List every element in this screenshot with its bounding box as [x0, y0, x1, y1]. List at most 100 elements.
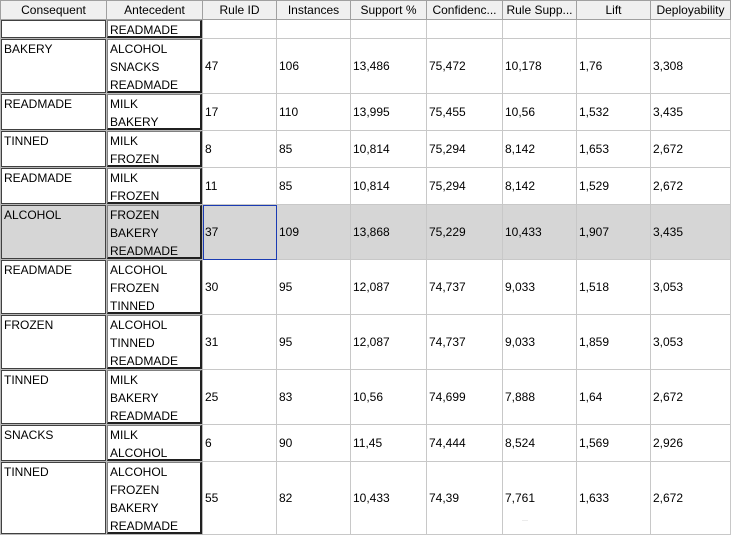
deployability-cell[interactable]: 3,053	[650, 259, 731, 315]
antecedent-cell[interactable]: ALCOHOL SNACKS READMADE	[106, 38, 203, 94]
instances-cell[interactable]: 95	[276, 259, 351, 315]
instances-cell[interactable]: 85	[276, 167, 351, 205]
antecedent-cell[interactable]: MILK BAKERY READMADE	[106, 369, 203, 425]
deployability-cell[interactable]: 2,926	[650, 424, 731, 462]
column-header-consequent[interactable]: Consequent	[0, 0, 107, 20]
lift-cell[interactable]: 1,529	[576, 167, 651, 205]
column-header-instances[interactable]: Instances	[276, 0, 351, 20]
confidence-cell[interactable]: 74,444	[426, 424, 503, 462]
column-header-antecedent[interactable]: Antecedent	[106, 0, 203, 20]
instances-cell[interactable]: 106	[276, 38, 351, 94]
consequent-cell[interactable]: READMADE	[0, 167, 107, 205]
antecedent-cell[interactable]: MILK BAKERY	[106, 93, 203, 131]
lift-cell[interactable]: 1,64	[576, 369, 651, 425]
antecedent-cell[interactable]: FROZEN BAKERY READMADE	[106, 204, 203, 260]
column-header-rule-id[interactable]: Rule ID	[202, 0, 277, 20]
confidence-cell[interactable]: 74,737	[426, 314, 503, 370]
rule-support-cell[interactable]: 9,033	[502, 259, 577, 315]
instances-cell[interactable]: 85	[276, 130, 351, 168]
support-cell[interactable]: 13,486	[350, 38, 427, 94]
consequent-cell[interactable]: TINNED	[0, 130, 107, 168]
support-cell[interactable]: 13,868	[350, 204, 427, 260]
table-row[interactable]: ALCOHOL FROZEN BAKERY READMADE 37 109 13,868 75…	[0, 204, 731, 260]
rule-support-cell[interactable]: 8,142	[502, 167, 577, 205]
deployability-cell[interactable]: 3,053	[650, 314, 731, 370]
confidence-cell[interactable]: 74,699	[426, 369, 503, 425]
confidence-cell[interactable]: 75,294	[426, 130, 503, 168]
lift-cell[interactable]: 1,518	[576, 259, 651, 315]
rule-support-cell[interactable]: 8,142	[502, 130, 577, 168]
table-row[interactable]: READMADE MILK BAKERY 17 110 13,995 75,455 10,56…	[0, 93, 731, 131]
support-cell[interactable]: 12,087	[350, 314, 427, 370]
rule-support-cell[interactable]: 8,524	[502, 424, 577, 462]
antecedent-cell[interactable]: ALCOHOL FROZEN TINNED	[106, 259, 203, 315]
rule-id-cell[interactable]: 8	[202, 130, 277, 168]
deployability-cell[interactable]: 2,672	[650, 167, 731, 205]
consequent-cell[interactable]: FROZEN	[0, 314, 107, 370]
antecedent-cell[interactable]: MILK FROZEN	[106, 167, 203, 205]
rule-id-cell[interactable]: 25	[202, 369, 277, 425]
table-row[interactable]: SNACKS MILK ALCOHOL 6 90 11,45 74,444 8,524 1,56…	[0, 424, 731, 462]
instances-cell[interactable]: 83	[276, 369, 351, 425]
support-cell[interactable]: 13,995	[350, 93, 427, 131]
consequent-cell[interactable]: SNACKS	[0, 424, 107, 462]
rule-id-cell[interactable]: 31	[202, 314, 277, 370]
deployability-cell[interactable]: 3,435	[650, 93, 731, 131]
lift-cell[interactable]: 1,569	[576, 424, 651, 462]
lift-cell[interactable]: 1,653	[576, 130, 651, 168]
antecedent-cell[interactable]: ALCOHOL TINNED READMADE	[106, 314, 203, 370]
rule-support-cell[interactable]	[502, 19, 577, 39]
confidence-cell[interactable]: 74,39	[426, 461, 503, 535]
support-cell[interactable]	[350, 19, 427, 39]
rule-support-cell[interactable]: 10,56	[502, 93, 577, 131]
support-cell[interactable]: 12,087	[350, 259, 427, 315]
confidence-cell[interactable]: 74,737	[426, 259, 503, 315]
table-row[interactable]: READMADE ALCOHOL FROZEN TINNED 30 95 12,087 74,…	[0, 259, 731, 315]
rule-support-cell[interactable]: 7,761	[502, 461, 577, 535]
rule-id-cell[interactable]: 11	[202, 167, 277, 205]
confidence-cell[interactable]: 75,455	[426, 93, 503, 131]
rule-support-cell[interactable]: 10,433	[502, 204, 577, 260]
column-header-deployability[interactable]: Deployability	[650, 0, 731, 20]
instances-cell[interactable]: 110	[276, 93, 351, 131]
deployability-cell[interactable]: 3,435	[650, 204, 731, 260]
rule-id-cell[interactable]: 37	[202, 204, 277, 260]
rule-support-cell[interactable]: 10,178	[502, 38, 577, 94]
antecedent-cell[interactable]: READMADE	[106, 19, 203, 39]
rule-support-cell[interactable]: 9,033	[502, 314, 577, 370]
deployability-cell[interactable]	[650, 19, 731, 39]
lift-cell[interactable]: 1,532	[576, 93, 651, 131]
lift-cell[interactable]: 1,76	[576, 38, 651, 94]
deployability-cell[interactable]: 3,308	[650, 38, 731, 94]
column-header-rule-support[interactable]: Rule Supp...	[502, 0, 577, 20]
deployability-cell[interactable]: 2,672	[650, 369, 731, 425]
rule-id-cell[interactable]: 17	[202, 93, 277, 131]
rule-id-cell[interactable]: 30	[202, 259, 277, 315]
instances-cell[interactable]	[276, 19, 351, 39]
support-cell[interactable]: 10,814	[350, 130, 427, 168]
confidence-cell[interactable]: 75,294	[426, 167, 503, 205]
deployability-cell[interactable]: 2,672	[650, 461, 731, 535]
antecedent-cell[interactable]: MILK ALCOHOL	[106, 424, 203, 462]
lift-cell[interactable]	[576, 19, 651, 39]
deployability-cell[interactable]: 2,672	[650, 130, 731, 168]
instances-cell[interactable]: 90	[276, 424, 351, 462]
instances-cell[interactable]: 95	[276, 314, 351, 370]
instances-cell[interactable]: 109	[276, 204, 351, 260]
consequent-cell[interactable]: READMADE	[0, 259, 107, 315]
column-header-confidence[interactable]: Confidenc...	[426, 0, 503, 20]
antecedent-cell[interactable]: MILK FROZEN	[106, 130, 203, 168]
lift-cell[interactable]: 1,859	[576, 314, 651, 370]
rule-id-cell[interactable]: 6	[202, 424, 277, 462]
consequent-cell[interactable]: BAKERY	[0, 38, 107, 94]
table-row[interactable]: READMADE	[0, 19, 731, 39]
column-header-support[interactable]: Support %	[350, 0, 427, 20]
consequent-cell[interactable]: READMADE	[0, 93, 107, 131]
table-row[interactable]: READMADE MILK FROZEN 11 85 10,814 75,294 8,142 1…	[0, 167, 731, 205]
confidence-cell[interactable]: 75,472	[426, 38, 503, 94]
rule-id-cell[interactable]: 47	[202, 38, 277, 94]
rule-support-cell[interactable]: 7,888	[502, 369, 577, 425]
table-row[interactable]: BAKERY ALCOHOL SNACKS READMADE 47 106 13,486 75…	[0, 38, 731, 94]
confidence-cell[interactable]: 75,229	[426, 204, 503, 260]
table-row[interactable]: FROZEN ALCOHOL TINNED READMADE 31 95 12,087 74,…	[0, 314, 731, 370]
